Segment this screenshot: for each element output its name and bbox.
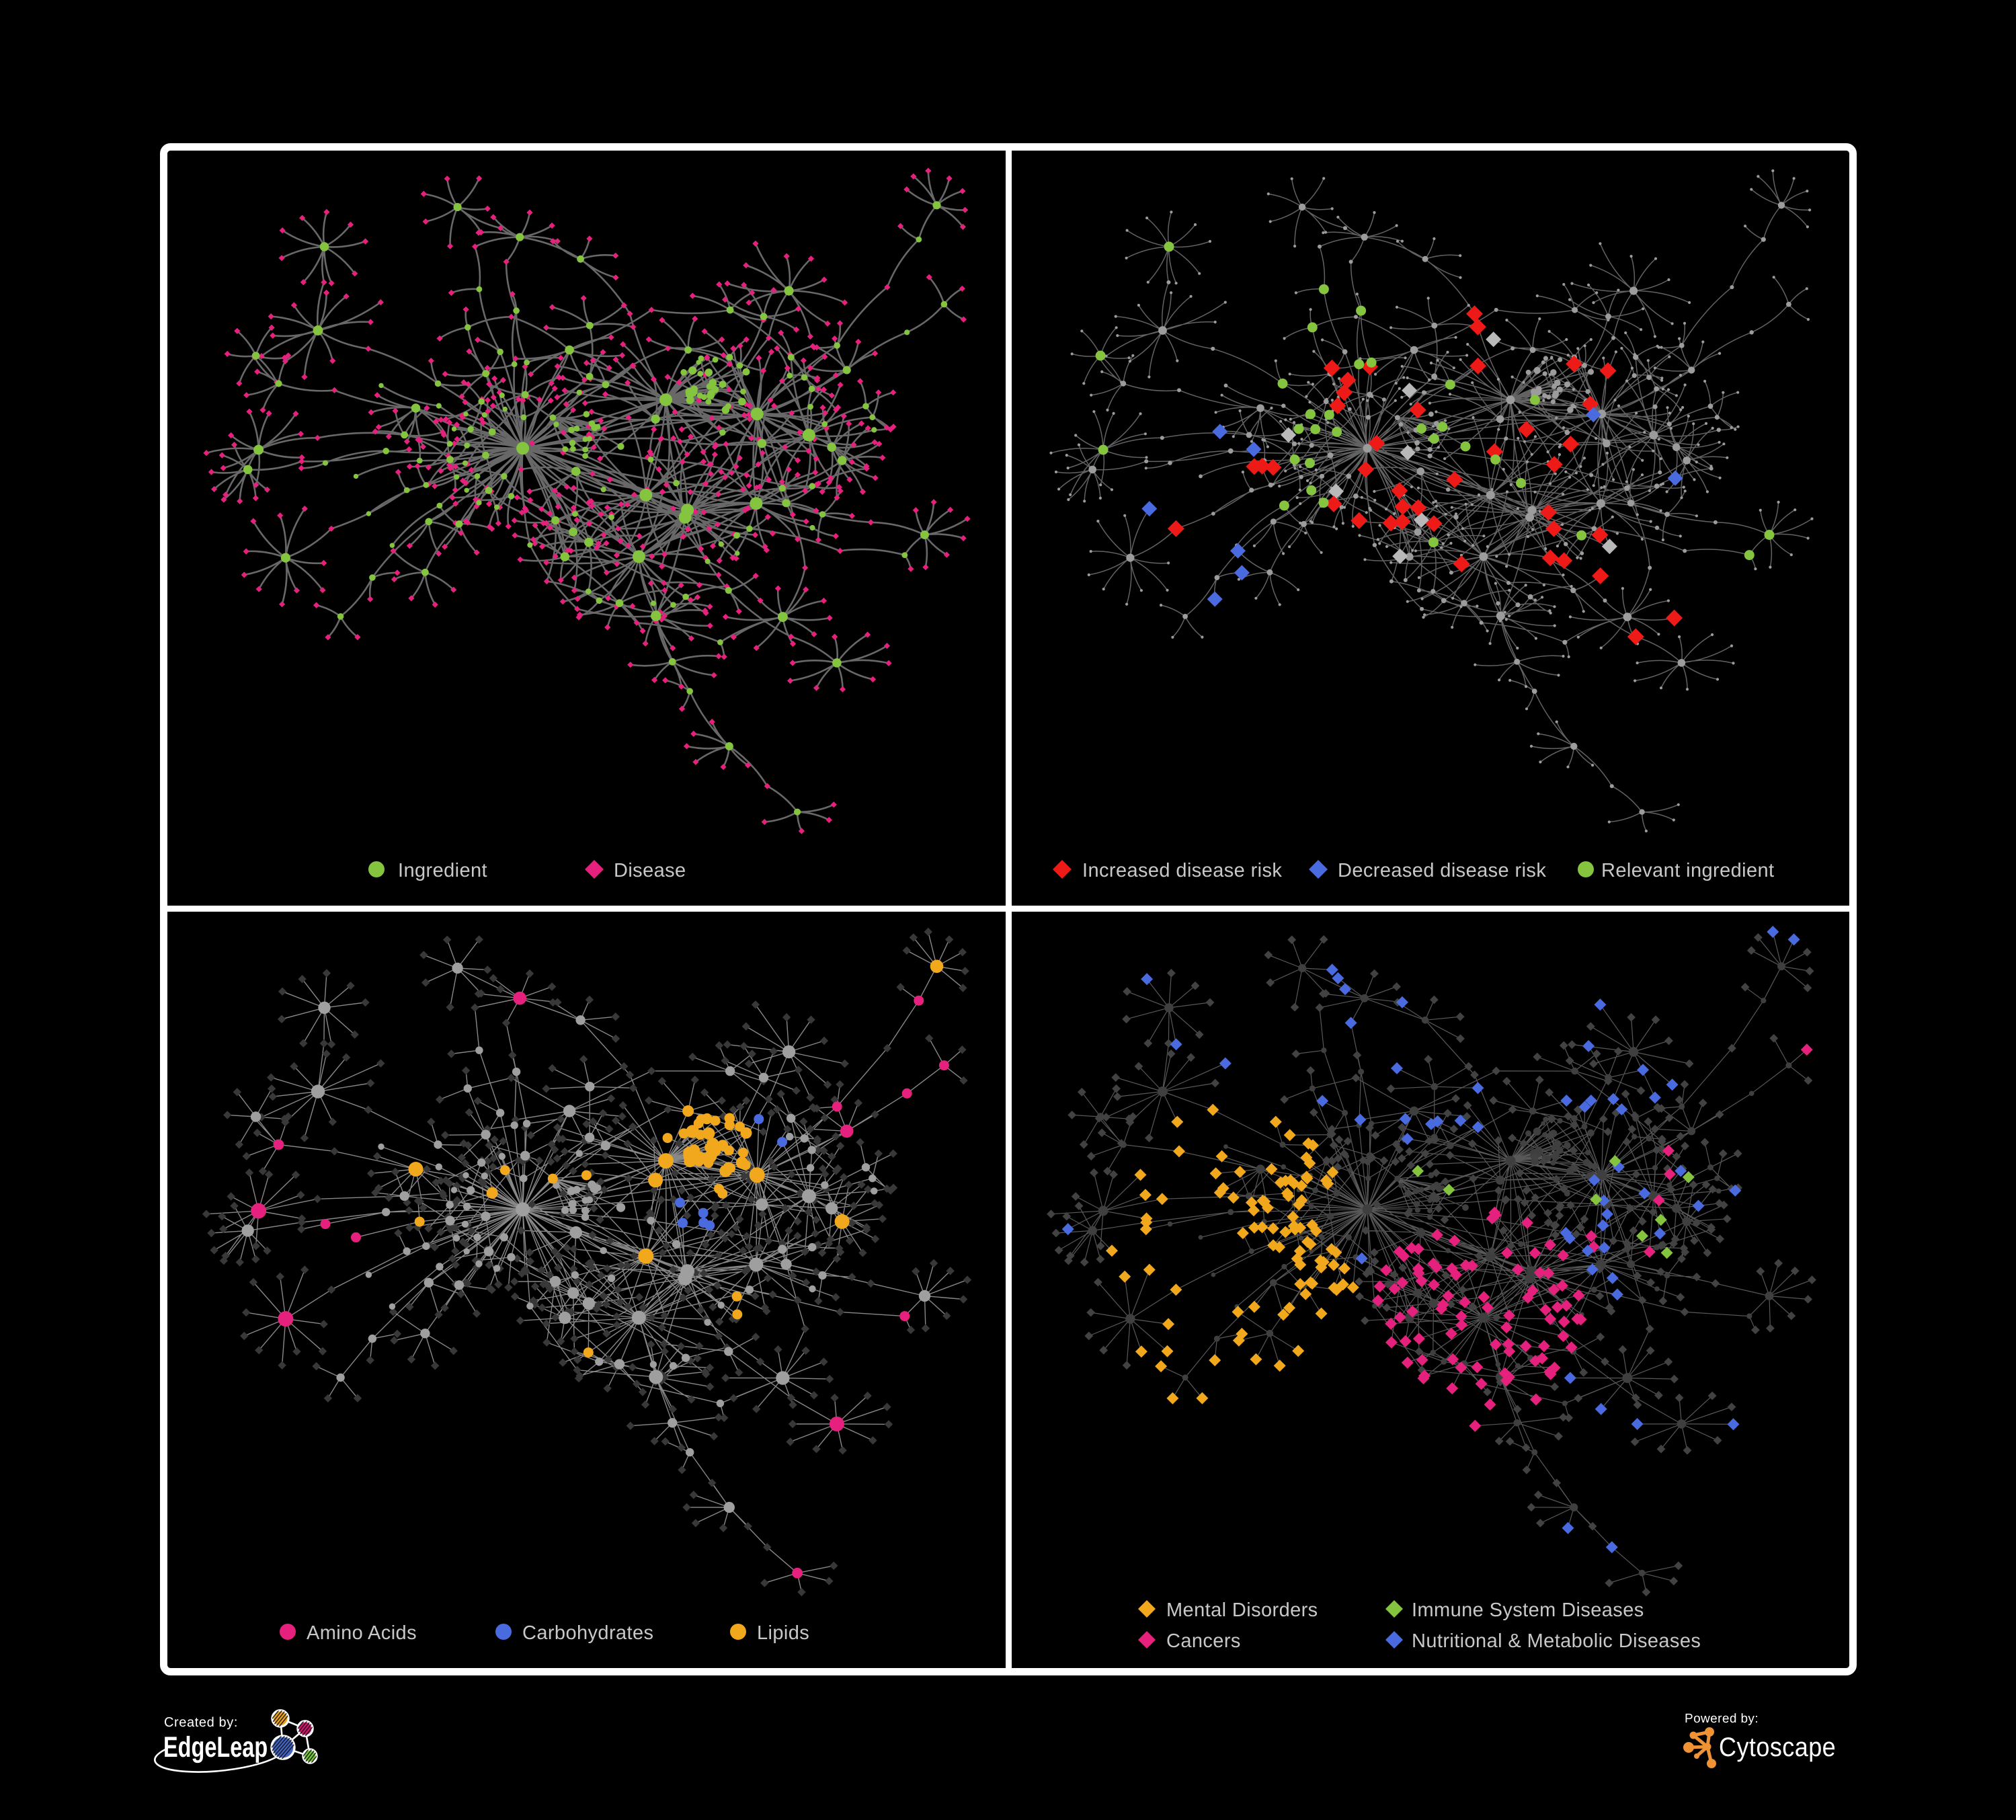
svg-text:Cancers: Cancers bbox=[1166, 1630, 1241, 1652]
svg-text:Carbohydrates: Carbohydrates bbox=[522, 1622, 653, 1644]
svg-text:Increased disease risk: Increased disease risk bbox=[1082, 860, 1282, 881]
svg-text:Created by:: Created by: bbox=[164, 1715, 238, 1730]
svg-text:Mental Disorders: Mental Disorders bbox=[1166, 1599, 1318, 1621]
svg-text:Nutritional & Metabolic Diseas: Nutritional & Metabolic Diseases bbox=[1412, 1630, 1701, 1652]
svg-text:Immune System Diseases: Immune System Diseases bbox=[1412, 1599, 1644, 1621]
svg-text:Ingredient: Ingredient bbox=[398, 860, 487, 881]
svg-text:Amino Acids: Amino Acids bbox=[307, 1622, 417, 1644]
svg-text:Powered by:: Powered by: bbox=[1685, 1712, 1759, 1726]
svg-text:EdgeLeap: EdgeLeap bbox=[163, 1731, 268, 1764]
svg-text:Decreased disease risk: Decreased disease risk bbox=[1338, 860, 1546, 881]
svg-text:Cytoscape: Cytoscape bbox=[1719, 1733, 1836, 1762]
svg-text:Lipids: Lipids bbox=[757, 1622, 809, 1644]
svg-text:Relevant ingredient: Relevant ingredient bbox=[1601, 860, 1774, 881]
svg-text:Disease: Disease bbox=[614, 860, 686, 881]
